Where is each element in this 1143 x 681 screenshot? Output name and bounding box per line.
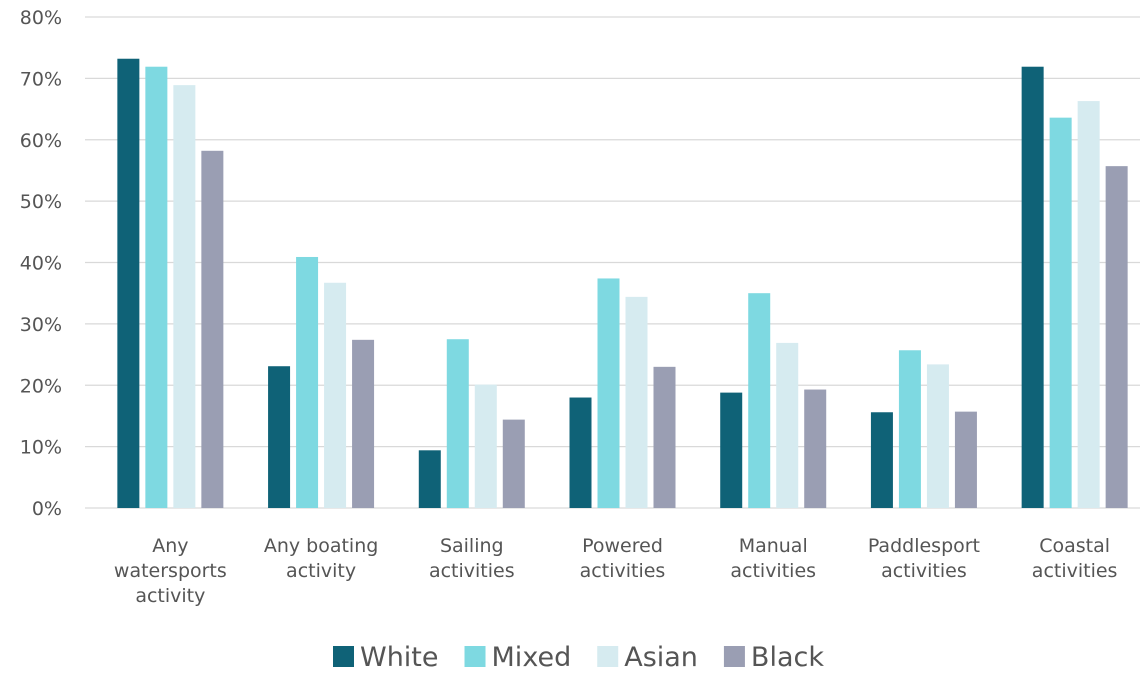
- bar-black-4: [804, 389, 827, 508]
- bar-asian-4: [776, 342, 799, 508]
- x-category-label: Any watersports activity: [114, 535, 227, 607]
- bar-white-4: [720, 392, 743, 508]
- bar-mixed-2: [446, 339, 469, 508]
- legend-item-asian: Asian: [597, 642, 698, 673]
- bar-black-0: [201, 150, 224, 509]
- gridlines: [85, 16, 1140, 509]
- x-category-label: Any boating activity: [264, 535, 378, 582]
- x-category-label-line: Coastal: [1039, 535, 1110, 557]
- bar-black-5: [954, 411, 977, 508]
- legend-swatch: [333, 646, 354, 667]
- x-category-label-line: activity: [135, 585, 205, 607]
- legend-item-mixed: Mixed: [464, 642, 572, 673]
- bar-mixed-1: [296, 256, 319, 508]
- x-category-label: Coastal activities: [1032, 535, 1118, 582]
- x-category-label: Sailing activities: [429, 535, 515, 582]
- y-tick-label: 40%: [20, 253, 62, 275]
- legend-label: Asian: [624, 642, 698, 673]
- bar-black-1: [352, 339, 375, 508]
- legend-swatch: [723, 646, 745, 667]
- y-tick-label: 70%: [20, 68, 62, 90]
- bar-white-5: [870, 412, 893, 508]
- x-category-label: Powered activities: [580, 535, 666, 582]
- bar-asian-1: [324, 282, 347, 508]
- x-category-label-line: activities: [429, 560, 515, 582]
- legend: White Mixed Asian Black: [333, 642, 824, 673]
- legend-swatch: [464, 646, 486, 667]
- bar-mixed-6: [1049, 117, 1072, 508]
- x-category-label-line: Powered: [582, 535, 663, 557]
- x-axis-category-labels: Any watersports activity Any boating activit…: [114, 535, 1118, 607]
- x-category-label: Manual activities: [730, 535, 816, 582]
- bar-asian-3: [625, 296, 648, 508]
- y-tick-label: 50%: [20, 191, 62, 213]
- bar-mixed-0: [145, 66, 168, 509]
- y-tick-label: 80%: [20, 7, 62, 29]
- y-tick-label: 60%: [20, 130, 62, 152]
- legend-item-white: White: [333, 642, 439, 673]
- bar-black-2: [502, 419, 525, 508]
- y-tick-label: 0%: [32, 498, 62, 520]
- legend-label: Mixed: [492, 642, 572, 673]
- bar-black-6: [1105, 166, 1128, 509]
- y-tick-label: 30%: [20, 314, 62, 336]
- bar-asian-0: [173, 85, 196, 508]
- x-category-label-line: activities: [1032, 560, 1118, 582]
- bar-white-3: [569, 397, 592, 508]
- x-category-label-line: watersports: [114, 560, 227, 582]
- x-category-label-line: Sailing: [440, 535, 504, 557]
- bars: [117, 58, 1128, 509]
- y-tick-label: 20%: [20, 375, 62, 397]
- x-category-label-line: Paddlesport: [868, 535, 980, 557]
- y-tick-label: 10%: [20, 437, 62, 459]
- bar-white-0: [117, 58, 140, 509]
- x-category-label-line: Any boating: [264, 535, 378, 557]
- bar-mixed-5: [898, 350, 921, 508]
- x-category-label-line: Any: [152, 535, 188, 557]
- x-category-label-line: activities: [580, 560, 666, 582]
- legend-swatch: [597, 646, 619, 667]
- bar-white-6: [1021, 66, 1044, 509]
- bar-black-3: [653, 366, 676, 508]
- bar-white-1: [268, 366, 291, 508]
- x-category-label: Paddlesport activities: [868, 535, 980, 582]
- x-category-label-line: activities: [730, 560, 816, 582]
- bar-mixed-3: [597, 278, 620, 508]
- legend-label: Black: [751, 642, 824, 673]
- legend-label: White: [360, 642, 439, 673]
- x-category-label-line: Manual: [739, 535, 808, 557]
- y-axis-ticks: 0% 10% 20% 30% 40% 50% 60% 70% 80%: [20, 7, 62, 520]
- x-category-label-line: activities: [881, 560, 967, 582]
- x-category-label-line: activity: [286, 560, 356, 582]
- bar-asian-2: [474, 384, 497, 508]
- legend-item-black: Black: [723, 642, 824, 673]
- bar-mixed-4: [748, 293, 771, 508]
- bar-white-2: [418, 450, 441, 508]
- bar-asian-5: [926, 364, 949, 508]
- bar-asian-6: [1077, 101, 1100, 509]
